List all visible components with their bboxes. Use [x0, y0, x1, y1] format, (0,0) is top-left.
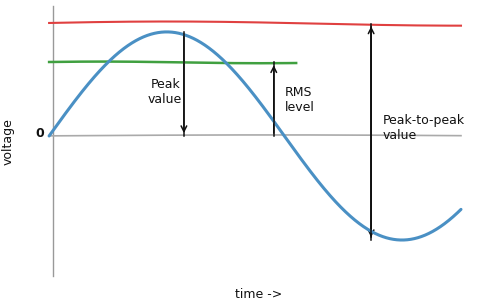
Text: 0: 0 [35, 127, 44, 140]
Text: Peak
value: Peak value [148, 78, 182, 106]
Text: RMS
level: RMS level [285, 85, 315, 114]
Text: time ->: time -> [235, 288, 282, 300]
Text: Peak-to-peak
value: Peak-to-peak value [382, 114, 465, 142]
Text: voltage: voltage [1, 118, 14, 165]
